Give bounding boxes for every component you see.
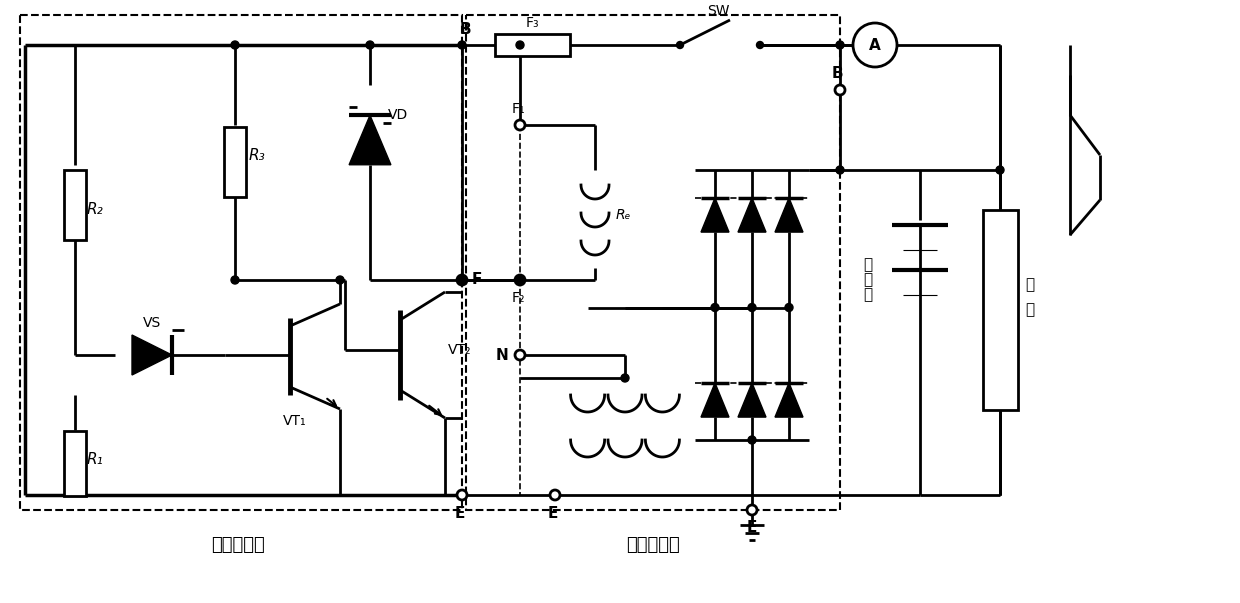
Text: 载: 载 [1025,303,1034,318]
Circle shape [996,166,1004,174]
Polygon shape [701,383,729,417]
Circle shape [711,303,719,312]
Circle shape [785,303,794,312]
Circle shape [515,275,525,285]
Text: A: A [869,37,880,52]
Circle shape [458,276,466,284]
Circle shape [515,120,525,130]
Text: E: E [548,505,558,520]
Text: 蓄: 蓄 [863,257,873,273]
Circle shape [756,42,764,48]
Circle shape [516,41,525,49]
Text: F: F [471,273,482,288]
Circle shape [458,490,467,500]
Bar [64,431,86,496]
Circle shape [836,166,844,174]
Text: 电: 电 [863,273,873,288]
Circle shape [551,490,560,500]
Polygon shape [131,335,172,375]
Circle shape [458,41,466,49]
Text: R₁: R₁ [87,452,103,467]
Text: VT₁: VT₁ [283,414,306,428]
Circle shape [458,275,467,285]
Circle shape [853,23,897,67]
Text: 交流发电机: 交流发电机 [626,536,680,554]
Bar [982,210,1018,410]
Bar [64,170,86,240]
Circle shape [621,374,629,382]
Text: VS: VS [143,316,161,330]
Text: Rₑ: Rₑ [615,208,631,222]
Circle shape [515,350,525,360]
Text: B: B [459,22,471,37]
Circle shape [516,276,525,284]
Circle shape [231,276,239,284]
Polygon shape [701,198,729,232]
Text: E: E [746,520,758,535]
Text: B: B [831,66,843,81]
Polygon shape [775,198,804,232]
Bar [224,127,246,197]
Text: SW: SW [707,4,729,18]
Text: 池: 池 [863,288,873,303]
Circle shape [366,41,374,49]
Polygon shape [738,198,766,232]
Text: R₃: R₃ [249,148,265,162]
Text: VT₂: VT₂ [448,343,471,357]
Text: F₁: F₁ [511,102,525,116]
Circle shape [746,505,756,515]
Text: F₃: F₃ [526,16,539,30]
Circle shape [748,303,756,312]
Circle shape [748,436,756,444]
Text: R₂: R₂ [87,203,103,218]
Polygon shape [738,383,766,417]
Polygon shape [775,383,804,417]
Polygon shape [350,115,391,165]
Text: 电子调节器: 电子调节器 [211,536,265,554]
Text: F₂: F₂ [511,291,525,305]
Circle shape [231,41,239,49]
Circle shape [836,41,844,49]
Circle shape [677,42,683,48]
Text: E: E [455,505,465,520]
Bar [495,34,570,56]
Text: VD: VD [388,108,408,122]
Text: N: N [496,347,508,362]
Text: 负: 负 [1025,277,1034,292]
Circle shape [336,276,343,284]
Circle shape [835,85,844,95]
